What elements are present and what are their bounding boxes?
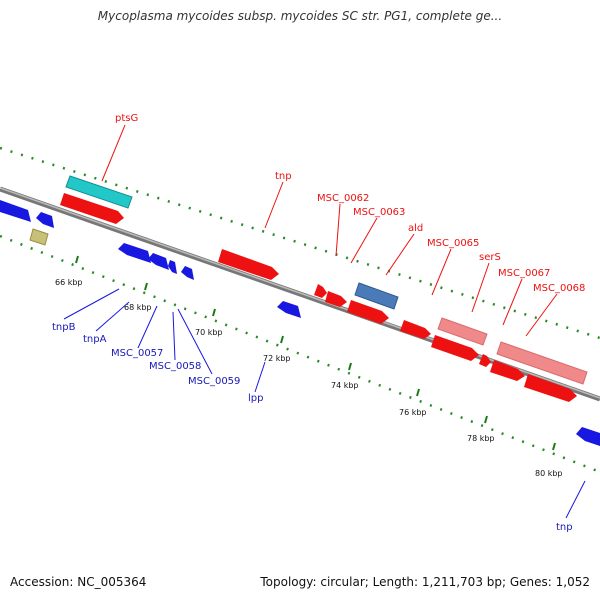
leader-line (385, 233, 415, 276)
leader-line (177, 308, 213, 375)
scale-tick-mark (75, 255, 79, 264)
scale-tick-mark (552, 442, 556, 451)
map-title: Mycoplasma mycoides subsp. mycoides SC s… (97, 9, 503, 23)
leader-line (137, 305, 158, 349)
gene-label-ptsG[interactable]: ptsG (115, 113, 138, 124)
leader-line (95, 301, 130, 332)
gene-feature-reverse-small[interactable] (36, 212, 54, 228)
scale-tick-mark (484, 415, 488, 424)
scale-tick-label: 70 kbp (195, 328, 223, 337)
gene-feature-lpp[interactable] (277, 301, 301, 318)
gene-feature-tnpB[interactable] (118, 243, 151, 263)
gene-label-serS[interactable]: serS (479, 252, 501, 263)
scale-tick-mark (348, 362, 352, 371)
scale-tick-mark (144, 282, 148, 291)
leader-line (502, 278, 523, 326)
trna-feature-ptsG[interactable] (65, 175, 133, 209)
gene-label-tnp-reverse[interactable]: tnp (556, 522, 573, 533)
leader-line (264, 181, 284, 229)
leader-line (471, 262, 490, 313)
accession-text: Accession: NC_005364 (10, 575, 147, 589)
gene-feature-tnp-reverse[interactable] (576, 427, 600, 446)
gene-feature-serS[interactable] (431, 335, 479, 361)
reverse-label-leaders (63, 288, 586, 519)
gene-feature-tnp[interactable] (218, 249, 279, 280)
gene-feature-MSC_0062[interactable] (314, 284, 327, 298)
scale-tick-label: 74 kbp (331, 381, 359, 390)
scale-ticks (75, 255, 556, 451)
gene-feature-MSC_0068[interactable] (524, 374, 577, 402)
scale-tick-label: 78 kbp (467, 434, 495, 443)
leader-line (565, 480, 586, 519)
scale-tick-label: 76 kbp (399, 408, 427, 417)
forward-label-leaders (101, 124, 558, 337)
trna-feature-MSC_0068[interactable] (496, 341, 588, 385)
scale-tick-mark (416, 388, 420, 397)
scale-tick-mark (280, 335, 284, 344)
scale-tick-labels: 66 kbp 68 kbp 70 kbp 72 kbp 74 kbp 76 kb… (55, 278, 563, 478)
scale-tick-mark (212, 308, 216, 317)
gene-feature-MSC_0065[interactable] (400, 320, 431, 339)
leader-line (431, 248, 452, 296)
forward-labels: ptsG tnp MSC_0062 MSC_0063 ald MSC_0065 … (115, 113, 585, 294)
trna-feature-serS[interactable] (437, 317, 488, 346)
gene-feature-ald[interactable] (347, 300, 389, 324)
gene-feature-MSC_0063[interactable] (325, 291, 347, 307)
reverse-labels: tnpB tnpA MSC_0057 MSC_0058 MSC_0059 lpp… (52, 322, 573, 533)
rrna-feature-ald[interactable] (354, 282, 399, 310)
gene-label-MSC_0068[interactable]: MSC_0068 (533, 283, 585, 294)
gene-label-MSC_0065[interactable]: MSC_0065 (427, 238, 479, 249)
scale-tick-label: 80 kbp (535, 469, 563, 478)
gene-feature-MSC_0067b[interactable] (490, 360, 525, 381)
forward-features (60, 175, 588, 402)
gene-label-MSC_0067[interactable]: MSC_0067 (498, 268, 550, 279)
other-feature[interactable] (29, 228, 49, 246)
leader-line (525, 293, 558, 337)
leader-line (335, 203, 341, 257)
gene-label-MSC_0058[interactable]: MSC_0058 (149, 361, 201, 372)
genome-summary-text: Topology: circular; Length: 1,211,703 bp… (260, 575, 590, 589)
scale-tick-label: 68 kbp (124, 303, 152, 312)
gene-feature-reverse-left[interactable] (0, 200, 31, 222)
gene-label-ald[interactable]: ald (408, 223, 423, 234)
gene-feature-tnpA[interactable] (148, 253, 169, 270)
gene-label-tnpA[interactable]: tnpA (83, 334, 107, 345)
leader-line (101, 124, 126, 182)
gene-feature-MSC_0057[interactable] (168, 260, 177, 274)
gene-feature-MSC_0058[interactable] (181, 266, 194, 280)
gene-label-tnpB[interactable]: tnpB (52, 322, 76, 333)
scale-tick-label: 66 kbp (55, 278, 83, 287)
leader-line (63, 288, 120, 320)
gene-label-tnp[interactable]: tnp (275, 171, 292, 182)
leader-line (254, 361, 266, 393)
leader-line (172, 311, 176, 361)
leader-line (350, 217, 378, 264)
gene-feature-ptsG[interactable] (60, 193, 124, 224)
reverse-features (0, 200, 600, 446)
gc-track-outer (0, 146, 600, 340)
gene-label-MSC_0059[interactable]: MSC_0059 (188, 376, 240, 387)
gene-label-MSC_0057[interactable]: MSC_0057 (111, 348, 163, 359)
gene-label-MSC_0063[interactable]: MSC_0063 (353, 207, 405, 218)
gene-label-lpp[interactable]: lpp (248, 393, 263, 404)
gene-feature-MSC_0067[interactable] (479, 354, 491, 367)
gene-label-MSC_0062[interactable]: MSC_0062 (317, 193, 369, 204)
scale-tick-label: 72 kbp (263, 354, 291, 363)
